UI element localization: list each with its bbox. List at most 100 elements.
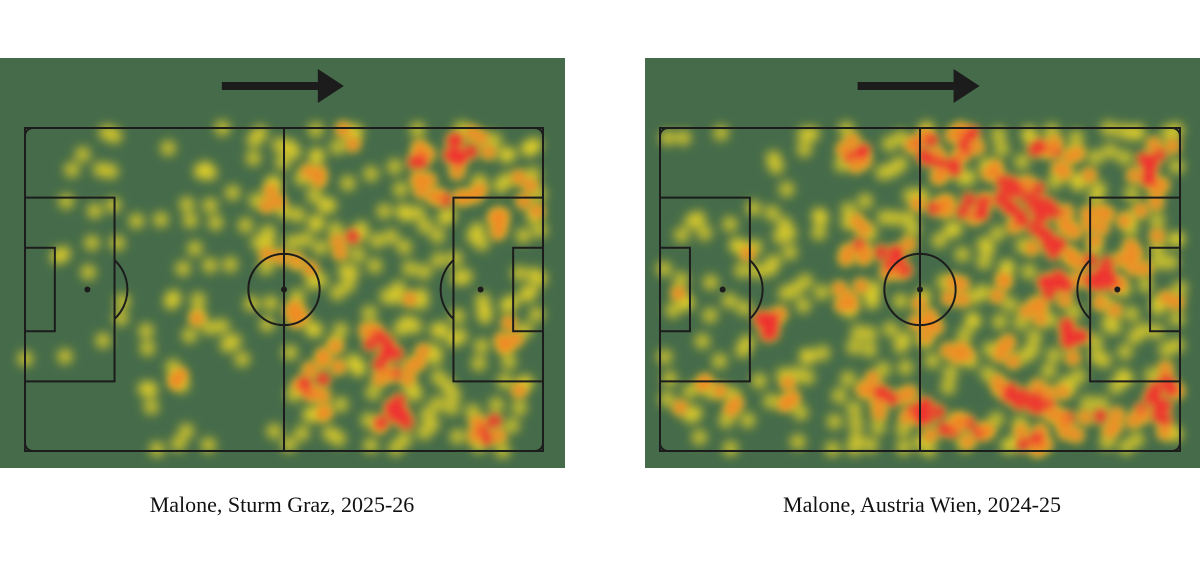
six-yard-box — [1149, 246, 1181, 333]
heat-spot — [811, 207, 828, 224]
heat-spot — [882, 321, 899, 338]
heat-core — [345, 229, 360, 244]
heat-spot — [200, 437, 217, 454]
heat-core — [916, 149, 931, 164]
heat-spot — [497, 147, 514, 164]
heat-spot — [796, 141, 813, 158]
heat-core — [315, 353, 330, 368]
heat-core — [956, 204, 971, 219]
heat-core — [412, 140, 427, 155]
heat-spot — [526, 136, 543, 153]
heat-spot — [751, 372, 768, 389]
heat-spot — [476, 302, 493, 319]
heat-core — [874, 245, 889, 260]
heat-spot — [56, 348, 73, 365]
heat-spot — [1087, 333, 1104, 350]
heat-core — [712, 383, 727, 398]
heat-spot — [517, 286, 534, 303]
heat-core — [1055, 384, 1070, 399]
heat-spot — [307, 216, 324, 233]
heat-spot — [1066, 303, 1083, 320]
heat-core — [923, 428, 938, 443]
heat-core — [882, 258, 897, 273]
heat-core — [1062, 149, 1077, 164]
heat-spot — [262, 295, 279, 312]
heat-spot — [143, 398, 160, 415]
heat-spot — [152, 211, 169, 228]
heat-spot — [874, 164, 891, 181]
heat-spot — [213, 318, 230, 335]
heat-spot — [430, 369, 447, 386]
heat-core — [416, 344, 431, 359]
heat-spot — [1143, 367, 1160, 384]
heat-spot — [721, 216, 738, 233]
heat-core — [755, 311, 770, 326]
heat-core — [1148, 195, 1163, 210]
heat-spot — [383, 228, 400, 245]
heat-core — [996, 340, 1011, 355]
six-yard-box — [659, 246, 691, 333]
heat-core-layer — [671, 123, 1184, 457]
heat-core — [400, 372, 415, 387]
heat-spot — [473, 235, 490, 252]
heat-spot — [332, 322, 349, 339]
heat-spot — [895, 439, 912, 456]
heat-core — [924, 133, 939, 148]
heat-spot — [682, 407, 699, 424]
heat-spot — [149, 441, 166, 458]
heat-spot — [219, 336, 236, 353]
caption: Malone, Sturm Graz, 2025-26 — [150, 492, 415, 517]
heat-spot — [350, 361, 367, 378]
direction-arrow-head — [953, 69, 980, 103]
heat-core — [403, 359, 418, 374]
heat-spot — [329, 138, 346, 155]
heat-core — [516, 194, 531, 209]
heat-spot — [728, 237, 745, 254]
heat-core — [937, 421, 952, 436]
heat-spot — [761, 261, 778, 278]
heat-spot — [74, 146, 91, 163]
heat-spot — [365, 384, 382, 401]
heat-core — [1093, 295, 1108, 310]
heat-spot — [181, 327, 198, 344]
heat-spot — [656, 260, 673, 277]
heat-spot — [98, 124, 115, 141]
panel — [645, 58, 1200, 468]
heat-core — [990, 374, 1005, 389]
heat-core — [1082, 217, 1097, 232]
heat-spot — [795, 297, 812, 314]
heat-spot — [826, 413, 843, 430]
heat-core — [450, 164, 465, 179]
corner-arc — [659, 442, 669, 452]
heat-core — [372, 328, 387, 343]
heat-spot — [776, 216, 793, 233]
heat-spot — [55, 245, 72, 262]
heat-core — [1041, 286, 1056, 301]
heat-spot — [1137, 277, 1154, 294]
heat-core — [1065, 350, 1080, 365]
heat-core — [957, 137, 972, 152]
heat-core — [1082, 168, 1097, 183]
heat-core — [942, 291, 957, 306]
heat-core — [303, 261, 318, 276]
heat-core — [673, 400, 688, 415]
center-circle — [883, 252, 957, 327]
heat-core — [1137, 261, 1152, 276]
heat-spot — [831, 387, 848, 404]
heat-spot — [376, 203, 393, 220]
heat-spot — [956, 326, 973, 343]
heat-core — [1033, 139, 1048, 154]
heat-spot — [258, 259, 275, 276]
heat-spot — [892, 293, 909, 310]
heat-spot — [416, 424, 433, 441]
heat-spot — [1114, 123, 1131, 140]
heat-core — [274, 250, 289, 265]
heat-spot — [1168, 158, 1185, 175]
heat-spot — [797, 273, 814, 290]
penalty-arc — [1076, 259, 1091, 320]
heat-core — [832, 281, 847, 296]
heat-spot — [457, 268, 474, 285]
heat-core — [1055, 415, 1070, 430]
heat-spot — [308, 147, 325, 164]
heat-spot — [848, 415, 865, 432]
